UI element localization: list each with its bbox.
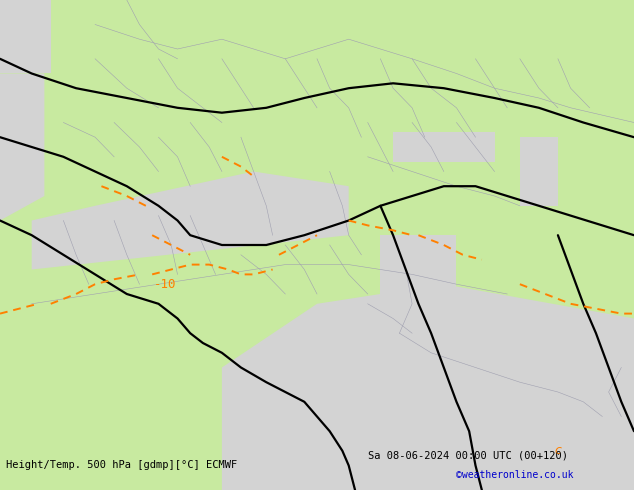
Text: c: c [555,444,561,457]
Polygon shape [222,284,634,490]
Text: ©weatheronline.co.uk: ©weatheronline.co.uk [456,470,574,480]
Text: Sa 08-06-2024 00:00 UTC (00+120): Sa 08-06-2024 00:00 UTC (00+120) [368,451,567,461]
Polygon shape [32,172,349,270]
Polygon shape [0,0,51,74]
Text: -10: -10 [153,278,176,291]
Polygon shape [380,235,456,343]
Text: Height/Temp. 500 hPa [gdmp][°C] ECMWF: Height/Temp. 500 hPa [gdmp][°C] ECMWF [6,461,238,470]
Polygon shape [520,137,558,206]
Polygon shape [393,132,495,162]
Polygon shape [0,74,44,221]
